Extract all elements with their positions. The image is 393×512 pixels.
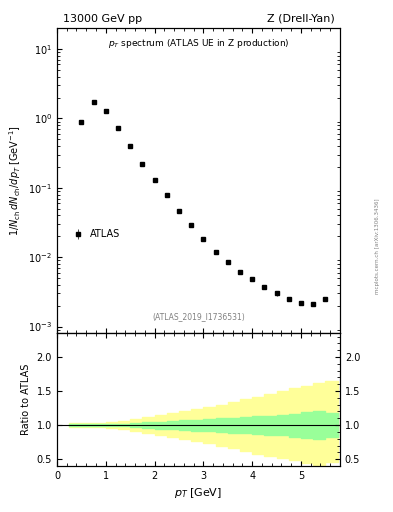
Text: mcplots.cern.ch [arXiv:1306.3436]: mcplots.cern.ch [arXiv:1306.3436]: [375, 198, 380, 293]
X-axis label: $p_T\;[\rm GeV]$: $p_T\;[\rm GeV]$: [174, 486, 222, 500]
Legend: ATLAS: ATLAS: [70, 225, 124, 243]
Text: Z (Drell-Yan): Z (Drell-Yan): [266, 14, 334, 24]
Y-axis label: Ratio to ATLAS: Ratio to ATLAS: [21, 364, 31, 435]
Text: $p_T$ spectrum (ATLAS UE in Z production): $p_T$ spectrum (ATLAS UE in Z production…: [108, 37, 289, 50]
Text: (ATLAS_2019_I1736531): (ATLAS_2019_I1736531): [152, 312, 245, 321]
Y-axis label: $1/N_{\rm ch}\,dN_{\rm ch}/dp_T\;[\rm GeV^{-1}]$: $1/N_{\rm ch}\,dN_{\rm ch}/dp_T\;[\rm Ge…: [7, 125, 22, 236]
Text: 13000 GeV pp: 13000 GeV pp: [62, 14, 142, 24]
